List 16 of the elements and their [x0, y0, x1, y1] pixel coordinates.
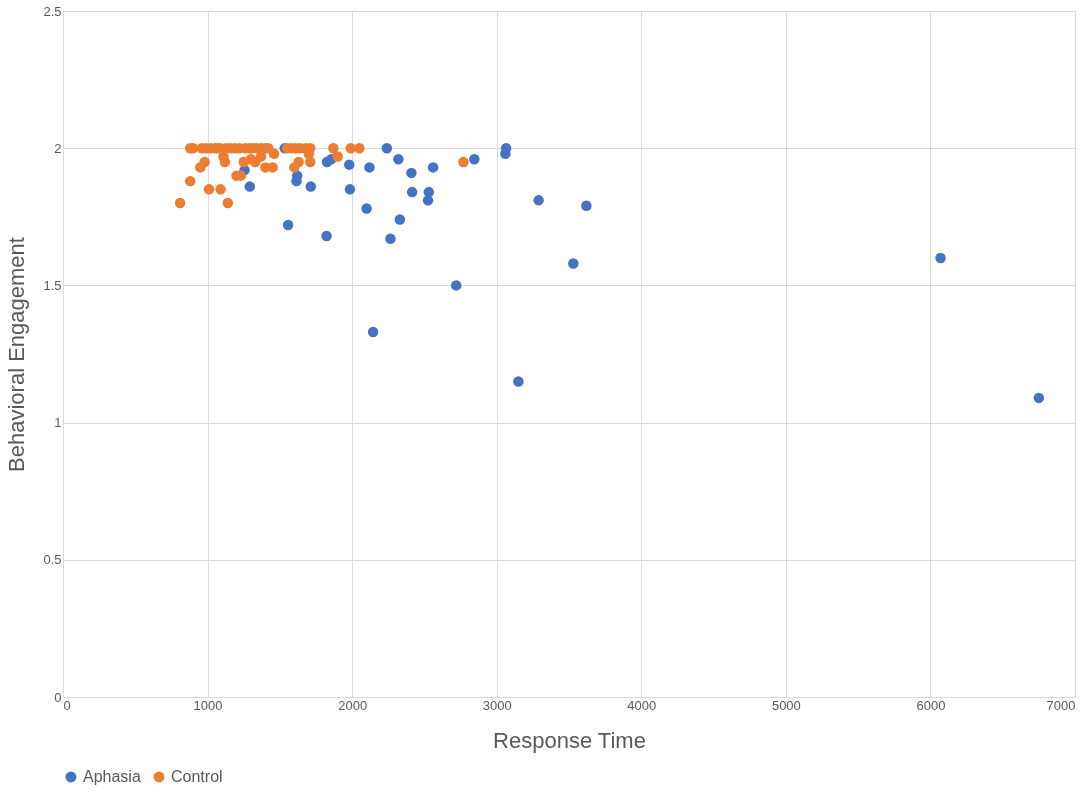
x-tick-label: 3000	[482, 697, 512, 713]
y-tick-label: 1	[54, 415, 62, 431]
y-tick-label: 1.5	[43, 277, 62, 293]
legend-label: Aphasia	[83, 768, 141, 785]
x-axis-title: Response Time	[493, 727, 646, 753]
x-tick-label: 5000	[771, 697, 801, 713]
legend-label: Control	[171, 768, 223, 785]
y-tick-label: 2	[54, 140, 62, 156]
y-axis-title: Behavioral Engagement	[4, 237, 30, 472]
y-tick-label: 2.5	[43, 3, 62, 19]
x-tick-label: 4000	[627, 697, 657, 713]
y-tick-label: 0.5	[43, 552, 62, 568]
x-tick-label: 7000	[1046, 697, 1076, 713]
x-tick-label: 6000	[916, 697, 946, 713]
x-tick-label: 2000	[338, 697, 368, 713]
x-tick-label: 1000	[193, 697, 223, 713]
